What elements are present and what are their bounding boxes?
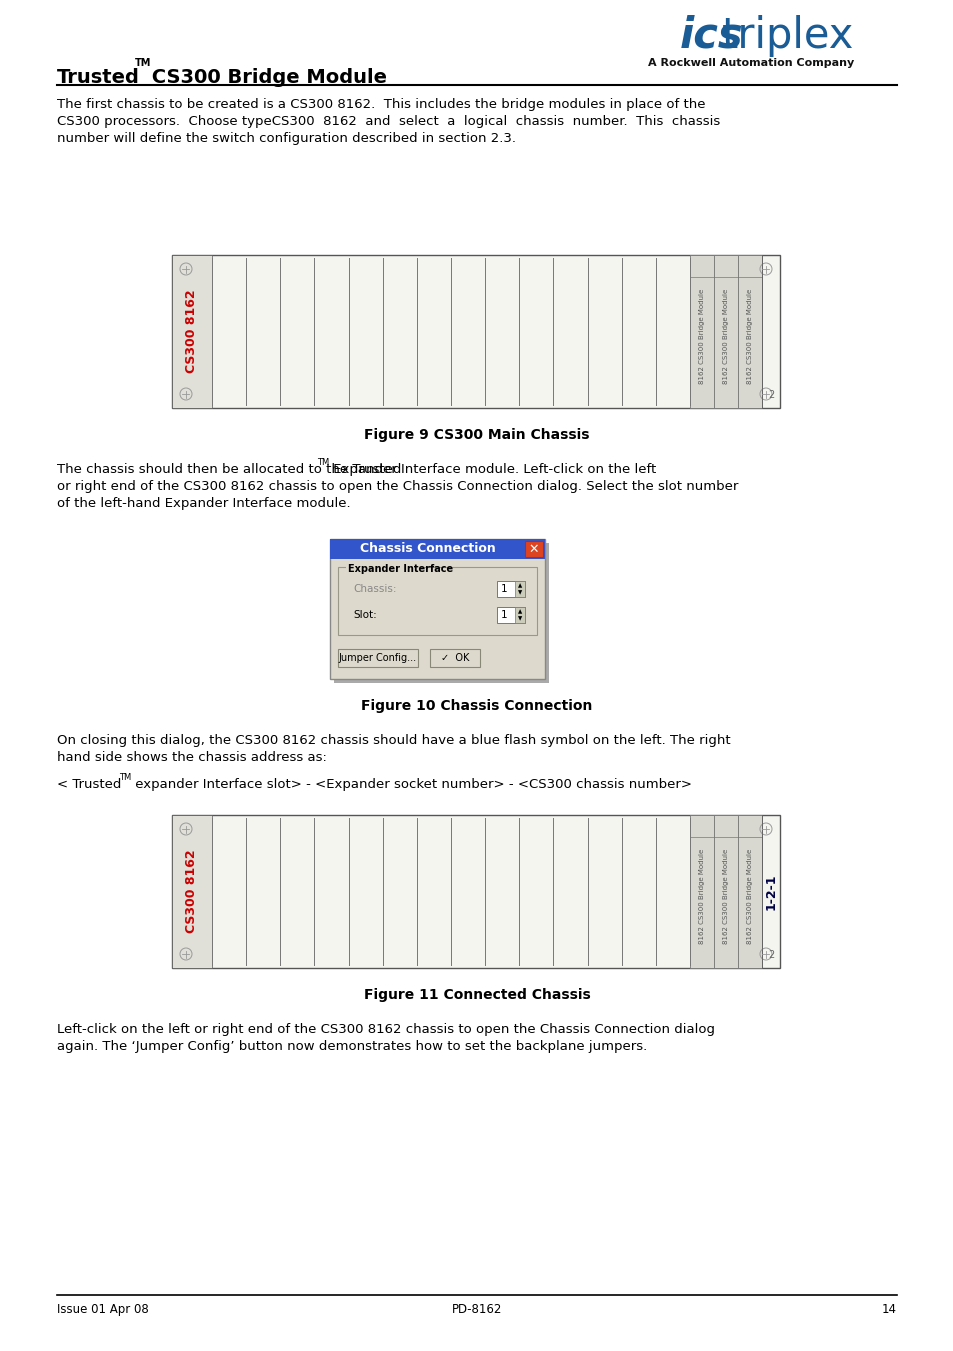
Text: ▼: ▼: [517, 616, 521, 621]
Text: 1: 1: [500, 584, 507, 594]
Text: triplex: triplex: [721, 15, 854, 57]
Bar: [337, 567, 537, 635]
Bar: [330, 539, 544, 680]
Text: Figure 9 CS300 Main Chassis: Figure 9 CS300 Main Chassis: [364, 428, 589, 442]
Text: TM: TM: [119, 773, 132, 782]
Text: < Trusted: < Trusted: [57, 778, 121, 790]
Text: 1-2-1: 1-2-1: [763, 873, 777, 909]
Bar: [497, 581, 524, 597]
Text: CS300 processors.  Choose typeCS300  8162  and  select  a  logical  chassis  num: CS300 processors. Choose typeCS300 8162 …: [57, 115, 720, 128]
Text: again. The ‘Jumper Config’ button now demonstrates how to set the backplane jump: again. The ‘Jumper Config’ button now de…: [57, 1040, 646, 1052]
Text: 1: 1: [500, 611, 507, 620]
Text: 2: 2: [768, 950, 774, 961]
Bar: [515, 607, 524, 623]
Bar: [337, 648, 417, 667]
Bar: [497, 607, 524, 623]
Bar: [172, 815, 212, 969]
Text: ics: ics: [679, 15, 742, 57]
Text: 8162 CS300 Bridge Module: 8162 CS300 Bridge Module: [699, 848, 704, 944]
Text: Expander Interface module. Left-click on the left: Expander Interface module. Left-click on…: [329, 463, 656, 476]
Bar: [738, 815, 761, 969]
Text: PD-8162: PD-8162: [452, 1302, 501, 1316]
Text: A Rockwell Automation Company: A Rockwell Automation Company: [647, 58, 853, 68]
Text: Slot:: Slot:: [353, 611, 376, 620]
Bar: [524, 540, 542, 557]
Bar: [689, 815, 713, 969]
Text: CS300 8162: CS300 8162: [185, 289, 198, 373]
Text: The first chassis to be created is a CS300 8162.  This includes the bridge modul: The first chassis to be created is a CS3…: [57, 99, 705, 111]
Bar: [172, 255, 780, 408]
Text: The chassis should then be allocated to the Trusted: The chassis should then be allocated to …: [57, 463, 401, 476]
Text: Left-click on the left or right end of the CS300 8162 chassis to open the Chassi: Left-click on the left or right end of t…: [57, 1023, 714, 1036]
Text: 8162 CS300 Bridge Module: 8162 CS300 Bridge Module: [722, 289, 728, 384]
Text: Figure 10 Chassis Connection: Figure 10 Chassis Connection: [361, 698, 592, 713]
Text: Expander Interface: Expander Interface: [348, 563, 453, 574]
Text: On closing this dialog, the CS300 8162 chassis should have a blue flash symbol o: On closing this dialog, the CS300 8162 c…: [57, 734, 730, 747]
Text: Issue 01 Apr 08: Issue 01 Apr 08: [57, 1302, 149, 1316]
Bar: [738, 255, 761, 408]
Text: of the left-hand Expander Interface module.: of the left-hand Expander Interface modu…: [57, 497, 351, 509]
Text: ▲: ▲: [517, 609, 521, 615]
Text: ▼: ▼: [517, 590, 521, 596]
Text: number will define the switch configuration described in section 2.3.: number will define the switch configurat…: [57, 132, 516, 145]
Bar: [346, 562, 420, 571]
Text: Figure 11 Connected Chassis: Figure 11 Connected Chassis: [363, 988, 590, 1002]
Text: TM: TM: [316, 458, 329, 467]
Text: Chassis:: Chassis:: [353, 584, 396, 594]
Text: 8162 CS300 Bridge Module: 8162 CS300 Bridge Module: [746, 848, 752, 944]
Text: ▲: ▲: [517, 584, 521, 589]
Text: or right end of the CS300 8162 chassis to open the Chassis Connection dialog. Se: or right end of the CS300 8162 chassis t…: [57, 480, 738, 493]
Text: Trusted: Trusted: [57, 68, 140, 86]
Text: expander Interface slot> - <Expander socket number> - <CS300 chassis number>: expander Interface slot> - <Expander soc…: [131, 778, 691, 790]
Bar: [689, 255, 713, 408]
Bar: [172, 815, 780, 969]
Text: 14: 14: [882, 1302, 896, 1316]
Bar: [515, 581, 524, 597]
Text: Jumper Config...: Jumper Config...: [338, 653, 416, 663]
Text: 8162 CS300 Bridge Module: 8162 CS300 Bridge Module: [746, 289, 752, 384]
Text: hand side shows the chassis address as:: hand side shows the chassis address as:: [57, 751, 327, 765]
Bar: [713, 255, 738, 408]
Bar: [430, 648, 479, 667]
Bar: [330, 539, 544, 559]
Text: ✓  OK: ✓ OK: [440, 653, 469, 663]
Text: ✕: ✕: [528, 543, 538, 555]
Bar: [334, 543, 548, 684]
Text: Chassis Connection: Chassis Connection: [359, 543, 495, 555]
Text: 2: 2: [768, 390, 774, 400]
Bar: [713, 815, 738, 969]
Text: 8162 CS300 Bridge Module: 8162 CS300 Bridge Module: [722, 848, 728, 944]
Text: CS300 8162: CS300 8162: [185, 850, 198, 934]
Text: TM: TM: [135, 58, 152, 68]
Text: 8162 CS300 Bridge Module: 8162 CS300 Bridge Module: [699, 289, 704, 384]
Bar: [172, 255, 212, 408]
Text: CS300 Bridge Module: CS300 Bridge Module: [145, 68, 387, 86]
